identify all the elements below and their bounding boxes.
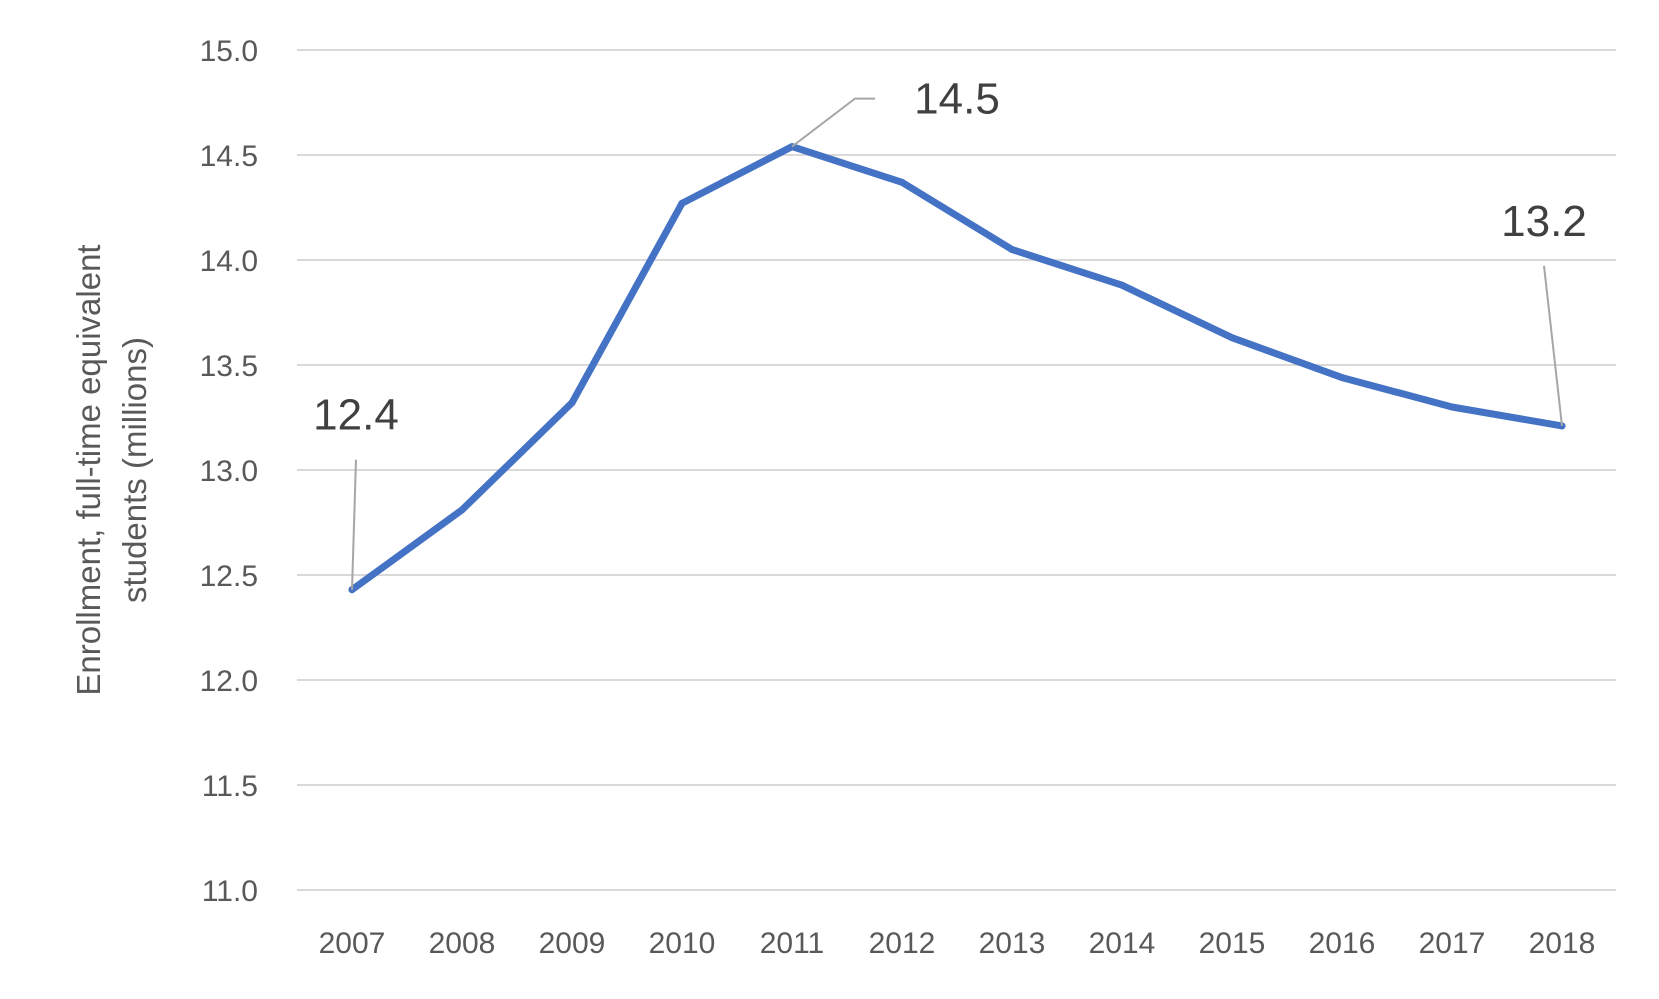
y-axis-label-line-1: Enrollment, full-time equivalent: [70, 244, 107, 695]
data-label-leader-line: [351, 459, 357, 590]
x-tick-label: 2008: [429, 927, 496, 960]
gridlines: [297, 49, 1616, 891]
y-tick-label: 12.5: [200, 560, 258, 593]
y-tick-label: 12.0: [200, 665, 258, 698]
data-point: [1338, 374, 1346, 382]
data-label: 12.4: [313, 391, 399, 440]
x-tick-label: 2014: [1089, 927, 1156, 960]
x-tick-label: 2013: [979, 927, 1046, 960]
y-tick-label: 14.0: [200, 245, 258, 278]
data-point: [458, 506, 466, 514]
x-tick-label: 2012: [869, 927, 936, 960]
x-tick-label: 2017: [1419, 927, 1486, 960]
y-axis-label-group: Enrollment, full-time equivalent student…: [70, 244, 153, 695]
x-tick-label: 2010: [649, 927, 716, 960]
series-group: [348, 143, 1566, 594]
data-point: [1228, 334, 1236, 342]
data-label-leader-line: [1543, 265, 1563, 427]
y-tick-label: 13.0: [200, 455, 258, 488]
data-labels: 12.4 14.5 13.2: [313, 75, 1587, 590]
y-tick-label: 13.5: [200, 350, 258, 383]
y-axis-label-line-2: students (millions): [116, 337, 153, 603]
data-point: [898, 178, 906, 186]
y-tick-label: 11.0: [202, 875, 258, 908]
data-label: 13.2: [1501, 197, 1587, 246]
x-tick-label: 2018: [1529, 927, 1596, 960]
series-line: [348, 143, 1566, 594]
data-point: [1008, 246, 1016, 253]
data-point: [1448, 403, 1456, 411]
data-label: 14.5: [914, 75, 1000, 124]
y-tick-label: 11.5: [202, 770, 258, 803]
x-tick-label: 2011: [760, 927, 825, 960]
data-point: [678, 199, 686, 207]
y-tick-label: 15.0: [200, 35, 258, 68]
data-point: [1118, 281, 1126, 289]
data-label-leader-line: [791, 97, 875, 148]
x-tick-label: 2016: [1309, 927, 1376, 960]
x-tick-label: 2015: [1199, 927, 1266, 960]
x-tick-label: 2007: [319, 927, 386, 960]
y-tick-label: 14.5: [200, 140, 258, 173]
x-tick-label: 2009: [539, 927, 606, 960]
data-point: [568, 399, 576, 407]
x-axis-ticks: 2007 2008 2009 2010 2011 2012 2013 2014 2015 2016…: [319, 927, 1596, 960]
y-axis-ticks: 11.0 11.5 12.0 12.5 13.0 13.5 14.0 14.5 15.0: [200, 35, 258, 908]
